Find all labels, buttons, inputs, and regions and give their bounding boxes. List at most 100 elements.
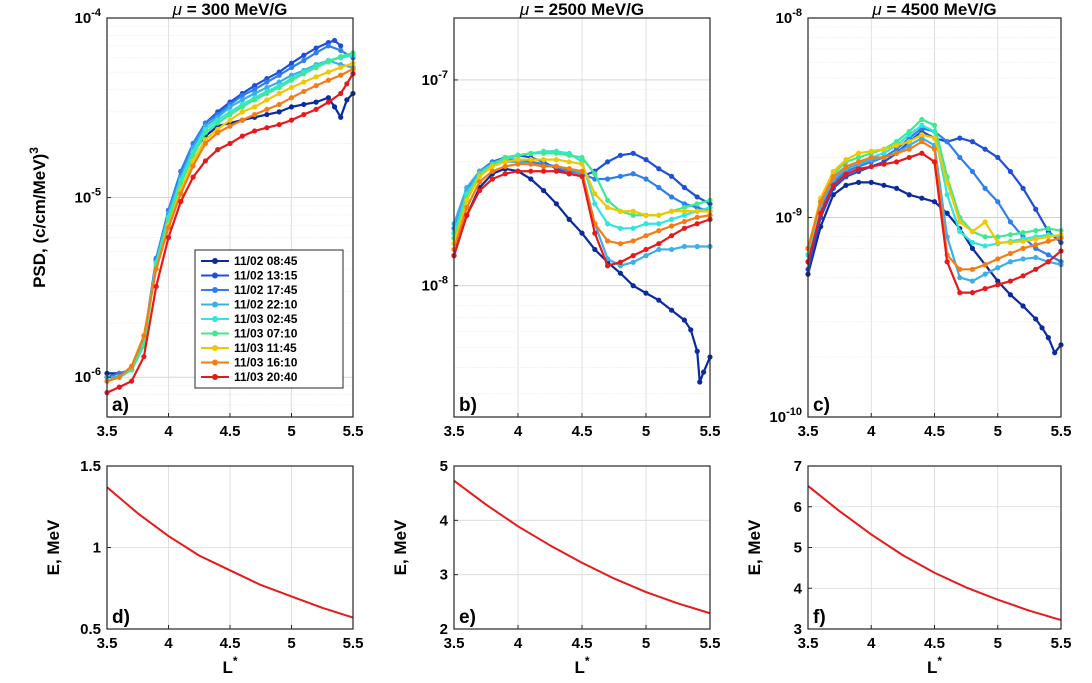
data-point [605, 204, 611, 211]
legend-label: 11/03 07:10 [234, 327, 298, 341]
data-point [553, 168, 560, 174]
y-tick-label: 4 [440, 512, 449, 529]
x-tick-label: 3.5 [97, 423, 118, 440]
legend-entry: 11/02 17:45 [201, 283, 298, 297]
data-point [502, 163, 508, 169]
x-tick-label: 4.5 [924, 635, 945, 652]
data-point [227, 140, 233, 147]
y-tick-label: 7 [794, 458, 802, 475]
data-point [605, 197, 611, 203]
data-point [464, 204, 470, 211]
data-point [982, 243, 988, 249]
data-point [528, 176, 534, 182]
data-point [1007, 278, 1014, 284]
data-point [129, 363, 135, 369]
data-point [969, 168, 976, 175]
data-point [252, 128, 258, 134]
data-point [1007, 250, 1014, 257]
data-point [264, 79, 270, 85]
series [106, 486, 354, 619]
data-point [669, 233, 675, 239]
x-tick-label: 5 [642, 423, 650, 440]
data-point [856, 179, 862, 185]
data-point [1033, 316, 1039, 322]
data-point [325, 59, 331, 65]
data-point [264, 106, 270, 112]
data-point [301, 52, 307, 58]
x-axis-label: L* [927, 654, 942, 677]
data-point [694, 214, 700, 220]
data-point [1045, 238, 1051, 244]
data-point [239, 117, 245, 123]
data-point [856, 159, 862, 165]
data-point [982, 146, 988, 152]
data-point [464, 212, 470, 218]
data-point [944, 192, 950, 198]
panel-label: e) [459, 607, 476, 628]
data-point [856, 166, 862, 172]
legend-swatch-marker [212, 272, 218, 279]
data-point [338, 64, 344, 71]
x-tick-label: 5.5 [343, 635, 364, 652]
data-point [239, 97, 245, 103]
data-point [344, 81, 350, 87]
x-tick-label: 4 [514, 635, 523, 652]
data-point [944, 259, 950, 265]
data-point [553, 157, 560, 163]
data-point [1020, 185, 1026, 191]
x-tick-label: 4.5 [572, 423, 593, 440]
data-point [919, 195, 925, 201]
data-point [202, 140, 208, 147]
data-point [1007, 168, 1014, 175]
data-point [969, 266, 976, 272]
series-line [106, 486, 354, 619]
data-point [1020, 245, 1026, 252]
data-point [239, 109, 245, 115]
data-point [252, 90, 258, 97]
legend-swatch-marker [212, 258, 218, 264]
data-point [669, 173, 675, 179]
data-point [489, 163, 495, 169]
data-point [264, 84, 270, 91]
data-point [957, 135, 963, 141]
data-point [982, 185, 988, 191]
panel-f: 3.5 4 4.5 5 5.5 3 4 5 6 7 f) E, MeV L* [745, 458, 1071, 677]
data-point [1033, 206, 1039, 212]
data-point [264, 125, 270, 131]
data-point [264, 111, 270, 118]
data-point [1020, 238, 1026, 244]
x-tick-label: 3.5 [444, 423, 465, 440]
data-point [190, 163, 196, 169]
legend-label: 11/03 11:45 [234, 341, 297, 355]
data-point [881, 154, 887, 161]
x-tick-label: 4 [514, 423, 523, 440]
data-point [338, 90, 344, 97]
data-point [906, 146, 912, 152]
data-point [313, 106, 319, 112]
data-point [338, 53, 344, 60]
data-point [553, 150, 560, 156]
x-tick-label: 3.5 [444, 635, 465, 652]
data-point [881, 161, 887, 167]
data-point [1020, 303, 1026, 309]
data-point [681, 184, 688, 191]
data-point [264, 97, 270, 103]
data-point [227, 104, 233, 110]
data-point [906, 139, 912, 145]
data-point [617, 173, 624, 179]
series [451, 168, 713, 269]
data-point [178, 191, 184, 197]
data-point [215, 147, 221, 153]
data-point [338, 72, 344, 78]
y-axis-label: E, MeV [745, 519, 764, 575]
data-point [969, 290, 976, 296]
x-tick-label: 5 [994, 635, 1002, 652]
y-tick-label: 10-10 [769, 406, 802, 426]
data-point [893, 159, 900, 165]
series [805, 150, 1064, 296]
x-tick-label: 4.5 [220, 423, 241, 440]
data-point [592, 171, 598, 177]
data-point [190, 174, 196, 180]
